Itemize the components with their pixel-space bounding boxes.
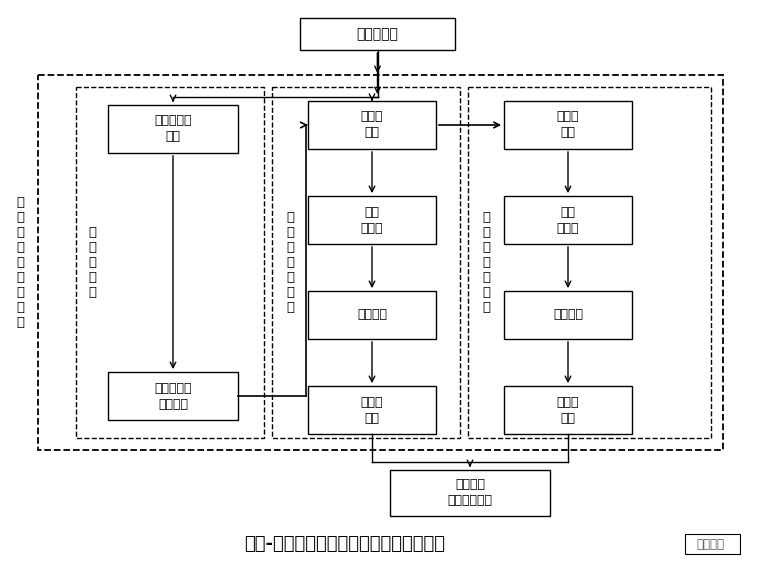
Text: 灌注
充填料: 灌注 充填料 [557, 206, 579, 235]
Text: 袖阀管
成孔: 袖阀管 成孔 [557, 110, 579, 139]
Text: 外
排
袖
阀
管
施
工: 外 排 袖 阀 管 施 工 [286, 211, 294, 314]
Bar [38, 75, 723, 450]
Bar [390, 470, 550, 516]
Bar [504, 386, 632, 434]
Text: 袖阀管
注浆: 袖阀管 注浆 [361, 396, 383, 425]
Bar [300, 18, 455, 50]
Bar [685, 534, 740, 554]
Bar [504, 101, 632, 149]
Bar [308, 291, 436, 339]
Text: 高压旋喷桩
旋喷成桩: 高压旋喷桩 旋喷成桩 [154, 382, 192, 411]
Bar [108, 105, 238, 153]
Bar [308, 386, 436, 434]
Text: 袖阀管
成孔: 袖阀管 成孔 [361, 110, 383, 139]
Bar [308, 196, 436, 244]
Text: 下袖阀管: 下袖阀管 [357, 309, 387, 321]
Text: 灌注
充填料: 灌注 充填料 [361, 206, 383, 235]
Text: 旋
喷
桩
施
工: 旋 喷 桩 施 工 [88, 226, 96, 299]
Bar [504, 196, 632, 244]
Text: 下袖阀管: 下袖阀管 [553, 309, 583, 321]
Text: 土方开挖
支撑体系施工: 土方开挖 支撑体系施工 [448, 479, 492, 507]
Text: 豆丁施工: 豆丁施工 [696, 537, 724, 551]
Bar [108, 372, 238, 420]
Text: 高压旋喷桩
成孔: 高压旋喷桩 成孔 [154, 114, 192, 144]
Text: 旋喷-袖阀组合式止水帷幕施工流程示意图: 旋喷-袖阀组合式止水帷幕施工流程示意图 [245, 535, 445, 553]
Bar [468, 87, 711, 438]
Bar [504, 291, 632, 339]
Bar [272, 87, 460, 438]
Text: 内
排
袖
阀
管
施
工: 内 排 袖 阀 管 施 工 [482, 211, 490, 314]
Bar [76, 87, 264, 438]
Text: 护坡桩施工: 护坡桩施工 [356, 27, 398, 41]
Text: 组
合
式
止
水
帷
幕
施
工: 组 合 式 止 水 帷 幕 施 工 [16, 196, 24, 329]
Bar [308, 101, 436, 149]
Text: 袖阀管
注浆: 袖阀管 注浆 [557, 396, 579, 425]
